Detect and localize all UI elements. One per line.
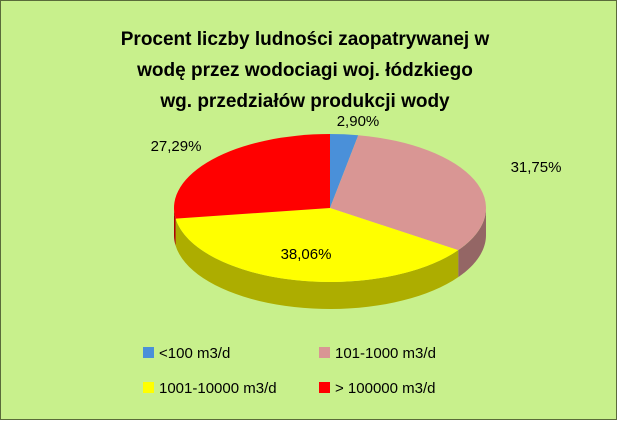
legend-label-1001-10000: 1001-10000 m3/d — [159, 380, 277, 397]
data-label-lt100: 2,90% — [337, 113, 380, 130]
chart-title-line-1: Procent liczby ludności zaopatrywanej w — [121, 29, 490, 50]
legend: <100 m3/d 101-1000 m3/d 1001-10000 m3/d … — [143, 345, 436, 397]
pie-slice-lt100 — [330, 134, 359, 208]
data-label-1001-10000: 38,06% — [281, 246, 332, 263]
pie-slices — [173, 134, 486, 283]
pie-slice-1001-10000 — [175, 208, 459, 283]
legend-swatch-lt100 — [143, 347, 154, 358]
chart-title-line-3: wg. przedziałów produkcji wody — [159, 91, 450, 112]
legend-item-lt100: <100 m3/d — [143, 345, 230, 362]
data-label-gt100000: 27,29% — [151, 138, 202, 155]
legend-swatch-1001-10000 — [143, 382, 154, 393]
legend-item-gt100000: > 100000 m3/d — [319, 380, 436, 397]
legend-label-gt100000: > 100000 m3/d — [335, 380, 436, 397]
legend-swatch-101-1000 — [319, 347, 330, 358]
legend-label-101-1000: 101-1000 m3/d — [335, 345, 436, 362]
pie-slice-gt100000-side — [174, 208, 176, 246]
pie-slice-101-1000 — [330, 135, 486, 251]
pie-slice-101-1000-side — [458, 208, 486, 278]
legend-item-1001-10000: 1001-10000 m3/d — [143, 380, 277, 397]
chart-title-line-2: wodę przez wodociagi woj. łódzkiego — [136, 60, 473, 81]
pie-slice-gt100000 — [173, 134, 330, 219]
pie-sides — [174, 208, 486, 309]
pie-slice-1001-10000-side — [175, 218, 459, 309]
legend-swatch-gt100000 — [319, 382, 330, 393]
legend-item-101-1000: 101-1000 m3/d — [319, 345, 436, 362]
legend-label-lt100: <100 m3/d — [159, 345, 230, 362]
data-label-101-1000: 31,75% — [511, 159, 562, 176]
